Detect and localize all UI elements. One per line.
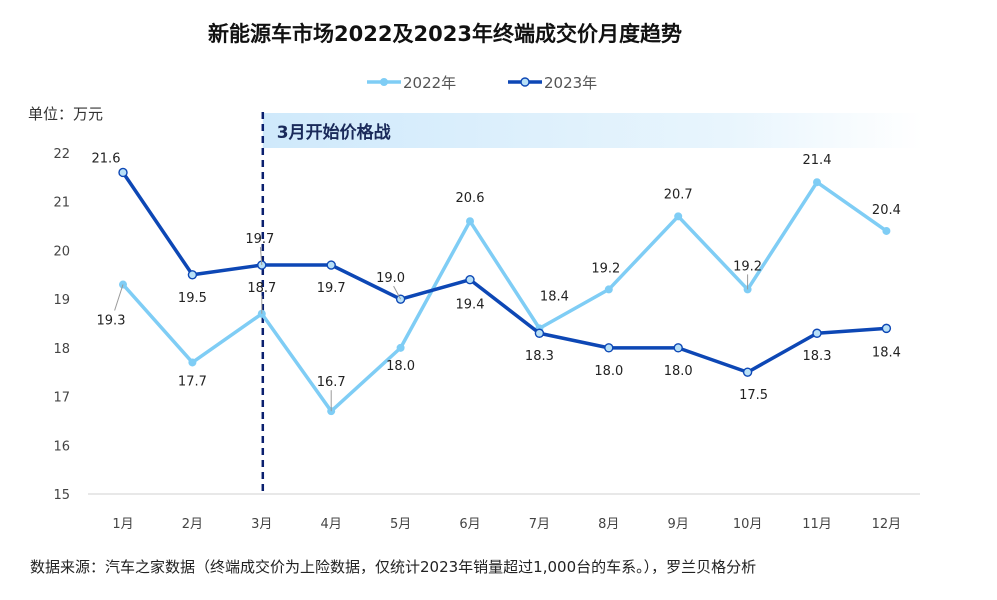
data-label: 19.5: [178, 291, 207, 306]
x-tick-label: 7月: [529, 517, 550, 532]
data-label: 18.0: [664, 364, 693, 379]
data-point: [188, 358, 197, 367]
x-tick-label: 9月: [668, 517, 689, 532]
data-label: 18.7: [247, 281, 276, 296]
x-tick-label: 6月: [459, 517, 480, 532]
label-leader-line: [259, 247, 263, 266]
x-tick-label: 3月: [251, 517, 272, 532]
legend-marker: [520, 77, 530, 87]
y-tick-label: 18: [53, 342, 70, 357]
data-point: [187, 270, 198, 280]
unit-label: 单位：万元: [28, 105, 104, 123]
x-tick-label: 1月: [112, 517, 133, 532]
data-label: 19.7: [317, 281, 346, 296]
data-label: 17.7: [178, 374, 207, 389]
chart-title: 新能源车市场2022及2023年终端成交价月度趋势: [208, 22, 682, 46]
data-label: 20.7: [664, 187, 693, 202]
data-label: 21.6: [92, 151, 121, 166]
data-point: [882, 226, 891, 235]
data-label: 18.4: [872, 345, 901, 360]
data-label: 16.7: [317, 375, 346, 390]
y-tick-label: 19: [53, 293, 70, 308]
data-label: 21.4: [803, 153, 832, 168]
data-point: [813, 178, 821, 187]
data-point: [396, 343, 405, 352]
y-tick-label: 20: [53, 244, 70, 259]
data-point: [742, 367, 753, 377]
data-label: 19.0: [376, 271, 405, 286]
data-point: [881, 323, 892, 334]
x-tick-label: 2月: [182, 517, 203, 532]
y-tick-label: 15: [53, 488, 70, 503]
data-label: 18.3: [525, 349, 554, 364]
x-tick-label: 8月: [598, 517, 619, 532]
annotation-text: 3月开始价格战: [277, 122, 391, 143]
x-tick-label: 5月: [390, 517, 411, 532]
data-label: 17.5: [739, 388, 768, 403]
data-point: [118, 167, 128, 178]
data-label: 19.3: [97, 314, 126, 329]
data-label: 19.7: [245, 232, 274, 247]
data-point: [326, 260, 336, 270]
x-tick-label: 12月: [872, 517, 902, 532]
data-point: [466, 217, 474, 226]
data-label: 18.0: [386, 359, 415, 374]
data-point: [673, 343, 683, 353]
x-tick-label: 11月: [802, 517, 832, 532]
x-tick-label: 10月: [733, 517, 763, 532]
annotation-banner: [262, 113, 923, 148]
y-tick-label: 22: [53, 147, 70, 162]
y-tick-label: 17: [53, 391, 70, 406]
x-tick-label: 4月: [321, 517, 342, 532]
label-leader-line: [393, 285, 402, 300]
data-label: 18.4: [540, 289, 569, 304]
data-point: [604, 285, 613, 294]
y-tick-label: 16: [53, 439, 70, 454]
data-label: 18.0: [594, 364, 623, 379]
series-line-2023年: [121, 171, 887, 374]
legend-label: 2023年: [544, 74, 597, 92]
data-point: [812, 328, 822, 338]
data-label: 20.4: [872, 203, 901, 218]
legend-marker: [380, 78, 388, 86]
source-note: 数据来源：汽车之家数据（终端成交价为上险数据，仅统计2023年销量超过1,000…: [30, 558, 757, 576]
data-label: 18.3: [803, 349, 832, 364]
data-point: [534, 328, 545, 338]
label-leader-line: [114, 284, 124, 311]
data-label: 19.4: [456, 298, 485, 313]
data-point: [674, 212, 683, 221]
data-label: 20.6: [456, 191, 485, 206]
data-label: 19.2: [591, 261, 620, 276]
y-tick-label: 21: [53, 196, 70, 211]
legend-label: 2022年: [403, 74, 456, 92]
data-label: 19.2: [733, 259, 762, 274]
series-line-2022年: [121, 180, 888, 413]
data-point: [465, 274, 475, 285]
data-point: [604, 343, 614, 353]
